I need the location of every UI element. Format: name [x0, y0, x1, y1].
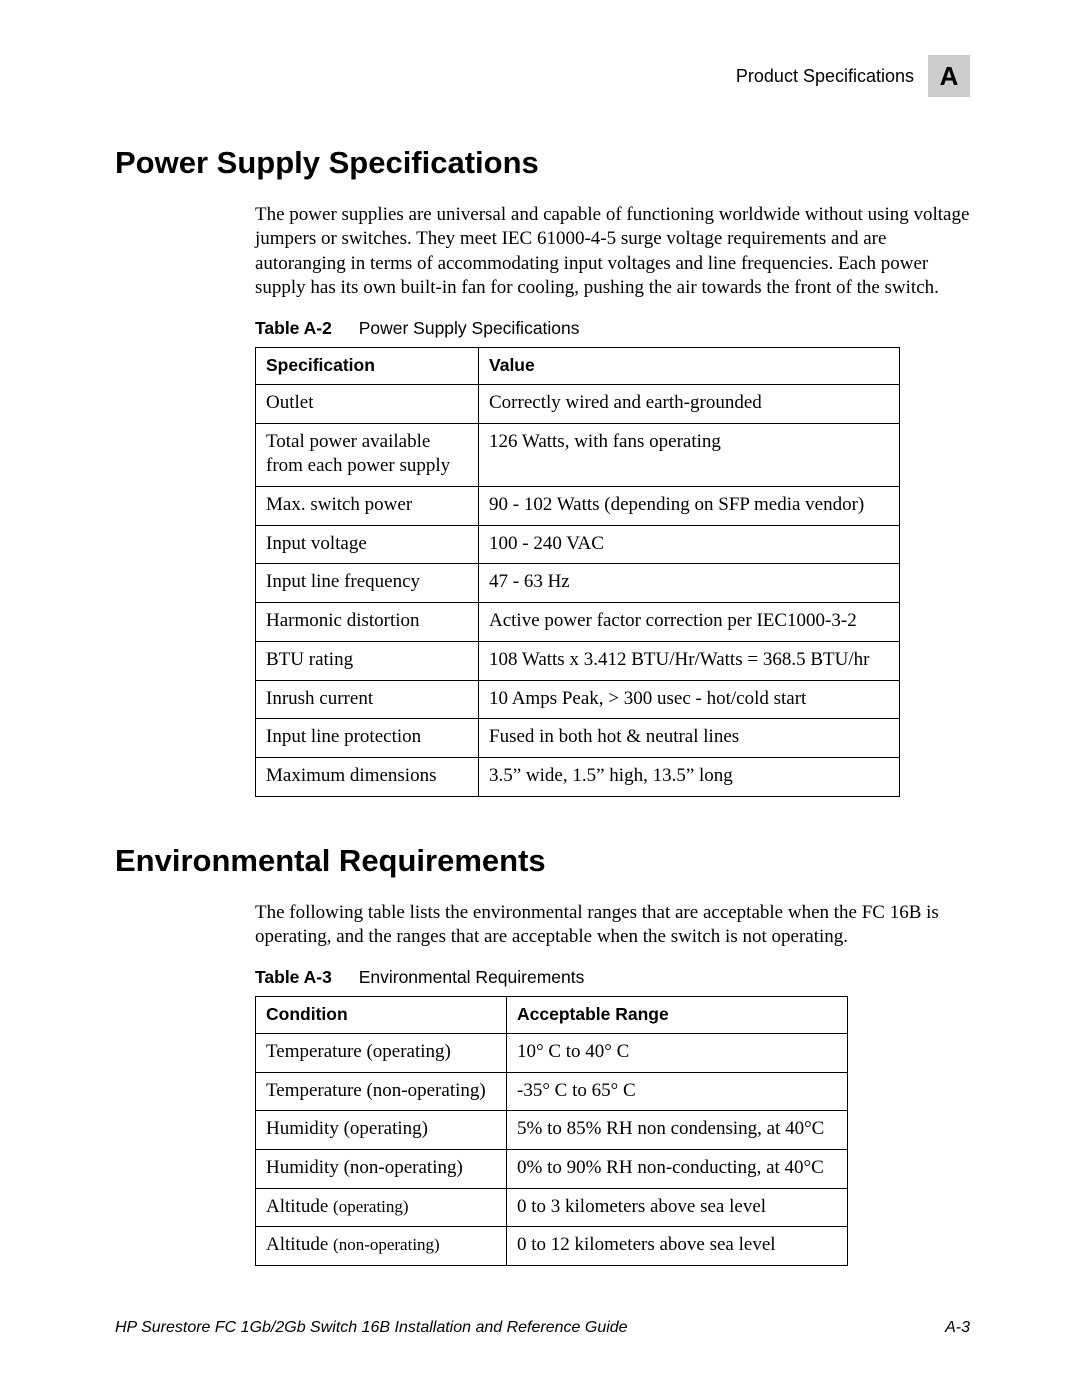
table-cell: 0 to 3 kilometers above sea level — [507, 1188, 848, 1227]
table-cell: Altitude (non-operating) — [256, 1227, 507, 1266]
table-row: Altitude (non-operating)0 to 12 kilomete… — [256, 1227, 848, 1266]
table2-col0: Condition — [256, 997, 507, 1034]
section2-paragraph: The following table lists the environmen… — [255, 901, 970, 950]
table-cell: Max. switch power — [256, 487, 479, 526]
table-row: Inrush current10 Amps Peak, > 300 usec -… — [256, 680, 900, 719]
appendix-letter: A — [940, 61, 959, 92]
table-row: Altitude (operating)0 to 3 kilometers ab… — [256, 1188, 848, 1227]
table-cell: Fused in both hot & neutral lines — [479, 719, 900, 758]
page-header: Product Specifications A — [736, 55, 970, 97]
table-row: Humidity (operating)5% to 85% RH non con… — [256, 1111, 848, 1150]
table-cell: Outlet — [256, 385, 479, 424]
table-cell: 10 Amps Peak, > 300 usec - hot/cold star… — [479, 680, 900, 719]
table-cell: 0% to 90% RH non-conducting, at 40°C — [507, 1150, 848, 1189]
table-cell: Inrush current — [256, 680, 479, 719]
table-row: BTU rating108 Watts x 3.412 BTU/Hr/Watts… — [256, 641, 900, 680]
table-cell: Correctly wired and earth-grounded — [479, 385, 900, 424]
table-cell: Humidity (operating) — [256, 1111, 507, 1150]
table-cell: Active power factor correction per IEC10… — [479, 603, 900, 642]
table-row: Max. switch power90 - 102 Watts (dependi… — [256, 487, 900, 526]
table-row: Total power available from each power su… — [256, 423, 900, 486]
table-cell: 108 Watts x 3.412 BTU/Hr/Watts = 368.5 B… — [479, 641, 900, 680]
table1-col1: Value — [479, 348, 900, 385]
table-cell: BTU rating — [256, 641, 479, 680]
table2-title: Environmental Requirements — [359, 967, 585, 987]
table-cell: 5% to 85% RH non condensing, at 40°C — [507, 1111, 848, 1150]
table1-caption: Table A-2 Power Supply Specifications — [255, 318, 970, 339]
table1-header-row: Specification Value — [256, 348, 900, 385]
table1-title: Power Supply Specifications — [359, 318, 580, 338]
table-row: Input line protectionFused in both hot &… — [256, 719, 900, 758]
table-cell: Temperature (non-operating) — [256, 1072, 507, 1111]
table-cell: Altitude (operating) — [256, 1188, 507, 1227]
section1-title: Power Supply Specifications — [115, 145, 970, 181]
table-cell: 126 Watts, with fans operating — [479, 423, 900, 486]
table-cell: Input voltage — [256, 525, 479, 564]
content: Power Supply Specifications The power su… — [115, 145, 970, 1266]
table-cell: Temperature (operating) — [256, 1033, 507, 1072]
section2-title: Environmental Requirements — [115, 843, 970, 879]
table1: Specification Value OutletCorrectly wire… — [255, 347, 900, 796]
table-row: OutletCorrectly wired and earth-grounded — [256, 385, 900, 424]
footer-left: HP Surestore FC 1Gb/2Gb Switch 16B Insta… — [115, 1319, 628, 1337]
table2-caption: Table A-3 Environmental Requirements — [255, 967, 970, 988]
table-cell: Humidity (non-operating) — [256, 1150, 507, 1189]
header-text: Product Specifications — [736, 66, 914, 87]
page: Product Specifications A Power Supply Sp… — [0, 0, 1080, 1397]
table-cell: 0 to 12 kilometers above sea level — [507, 1227, 848, 1266]
table-cell: Total power available from each power su… — [256, 423, 479, 486]
footer: HP Surestore FC 1Gb/2Gb Switch 16B Insta… — [115, 1319, 970, 1337]
table2-col1: Acceptable Range — [507, 997, 848, 1034]
appendix-badge: A — [928, 55, 970, 97]
table-cell: 10° C to 40° C — [507, 1033, 848, 1072]
table-row: Input line frequency47 - 63 Hz — [256, 564, 900, 603]
footer-right: A-3 — [945, 1319, 970, 1337]
table-cell: -35° C to 65° C — [507, 1072, 848, 1111]
table-row: Temperature (operating)10° C to 40° C — [256, 1033, 848, 1072]
section1-paragraph: The power supplies are universal and cap… — [255, 203, 970, 300]
table2-header-row: Condition Acceptable Range — [256, 997, 848, 1034]
table-row: Humidity (non-operating)0% to 90% RH non… — [256, 1150, 848, 1189]
table-cell: 3.5” wide, 1.5” high, 13.5” long — [479, 757, 900, 796]
table-row: Temperature (non-operating)-35° C to 65°… — [256, 1072, 848, 1111]
table-row: Harmonic distortionActive power factor c… — [256, 603, 900, 642]
table-cell: Harmonic distortion — [256, 603, 479, 642]
table-row: Input voltage100 - 240 VAC — [256, 525, 900, 564]
table-cell: 47 - 63 Hz — [479, 564, 900, 603]
table2-label: Table A-3 — [255, 967, 332, 987]
table-cell: 90 - 102 Watts (depending on SFP media v… — [479, 487, 900, 526]
table-cell: Maximum dimensions — [256, 757, 479, 796]
table2: Condition Acceptable Range Temperature (… — [255, 996, 848, 1266]
table1-col0: Specification — [256, 348, 479, 385]
table-cell: 100 - 240 VAC — [479, 525, 900, 564]
table1-label: Table A-2 — [255, 318, 332, 338]
table-cell: Input line frequency — [256, 564, 479, 603]
table-row: Maximum dimensions3.5” wide, 1.5” high, … — [256, 757, 900, 796]
table-cell: Input line protection — [256, 719, 479, 758]
